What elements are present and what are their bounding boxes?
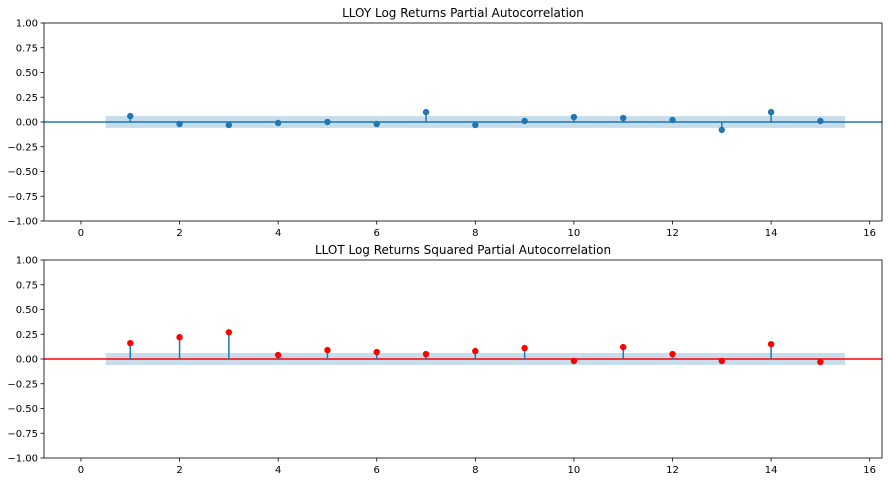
y-tick-label: 1.00: [16, 19, 38, 30]
y-tick-label: 0.50: [16, 68, 38, 79]
y-tick-label: 0.00: [16, 118, 38, 129]
y-tick-label: −1.00: [7, 217, 38, 228]
y-tick-label: −0.75: [7, 192, 38, 203]
y-tick-label: −0.75: [7, 429, 38, 440]
marker-lag-14: [767, 340, 775, 348]
y-tick-label: −0.50: [7, 167, 38, 178]
marker-lag-11: [620, 343, 627, 351]
marker-lag-12: [669, 350, 676, 358]
marker-lag-1: [127, 339, 134, 347]
y-tick-label: 1.00: [16, 256, 38, 267]
marker-lag-13: [718, 126, 725, 134]
marker-lag-2: [176, 120, 183, 128]
x-tick-label: 6: [374, 465, 380, 476]
marker-lag-6: [373, 348, 380, 356]
marker-lag-12: [669, 116, 676, 124]
marker-lag-10: [570, 113, 578, 121]
y-tick-label: −1.00: [7, 454, 38, 465]
y-tick-label: 0.75: [16, 43, 38, 54]
plot-title: LLOY Log Returns Partial Autocorrelation: [342, 6, 584, 20]
marker-lag-4: [274, 119, 282, 127]
x-tick-label: 10: [568, 228, 581, 239]
x-tick-label: 10: [568, 465, 581, 476]
y-tick-label: −0.25: [7, 142, 38, 153]
marker-lag-9: [521, 344, 528, 352]
plot-title: LLOT Log Returns Squared Partial Autocor…: [315, 243, 611, 257]
marker-lag-15: [817, 358, 824, 366]
marker-lag-1: [127, 112, 134, 120]
pacf-panel-2: LLOT Log Returns Squared Partial Autocor…: [7, 243, 883, 476]
marker-lag-8: [472, 347, 479, 355]
marker-lag-3: [225, 329, 233, 336]
x-tick-label: 16: [863, 465, 876, 476]
marker-lag-11: [620, 114, 627, 122]
y-tick-label: 0.50: [16, 305, 38, 316]
marker-lag-3: [225, 121, 233, 129]
x-tick-label: 16: [863, 228, 876, 239]
marker-lag-9: [521, 117, 528, 125]
x-tick-label: 0: [78, 465, 84, 476]
x-tick-label: 6: [374, 228, 380, 239]
x-tick-label: 12: [666, 465, 679, 476]
y-tick-label: 0.25: [16, 93, 38, 104]
x-tick-label: 14: [765, 228, 778, 239]
marker-lag-6: [373, 120, 380, 128]
marker-lag-15: [817, 117, 824, 125]
marker-lag-8: [472, 121, 479, 129]
marker-lag-10: [570, 357, 578, 365]
y-tick-label: 0.75: [16, 280, 38, 291]
y-tick-label: 0.00: [16, 355, 38, 366]
marker-lag-14: [767, 108, 775, 116]
x-tick-label: 2: [176, 465, 182, 476]
pacf-panel-1: LLOY Log Returns Partial Autocorrelation…: [7, 6, 883, 239]
x-tick-label: 8: [472, 465, 478, 476]
y-tick-label: −0.25: [7, 379, 38, 390]
x-tick-label: 4: [275, 228, 281, 239]
x-tick-label: 8: [472, 228, 478, 239]
marker-lag-7: [422, 350, 430, 358]
y-tick-label: 0.25: [16, 330, 38, 341]
marker-lag-5: [324, 346, 331, 354]
marker-lag-2: [176, 334, 183, 341]
marker-lag-4: [274, 351, 282, 359]
marker-lag-5: [324, 118, 331, 126]
y-tick-label: −0.50: [7, 404, 38, 415]
x-tick-label: 14: [765, 465, 778, 476]
x-tick-label: 0: [78, 228, 84, 239]
marker-lag-13: [718, 357, 725, 365]
x-tick-label: 4: [275, 465, 281, 476]
x-tick-label: 12: [666, 228, 679, 239]
x-tick-label: 2: [176, 228, 182, 239]
marker-lag-7: [422, 108, 430, 116]
